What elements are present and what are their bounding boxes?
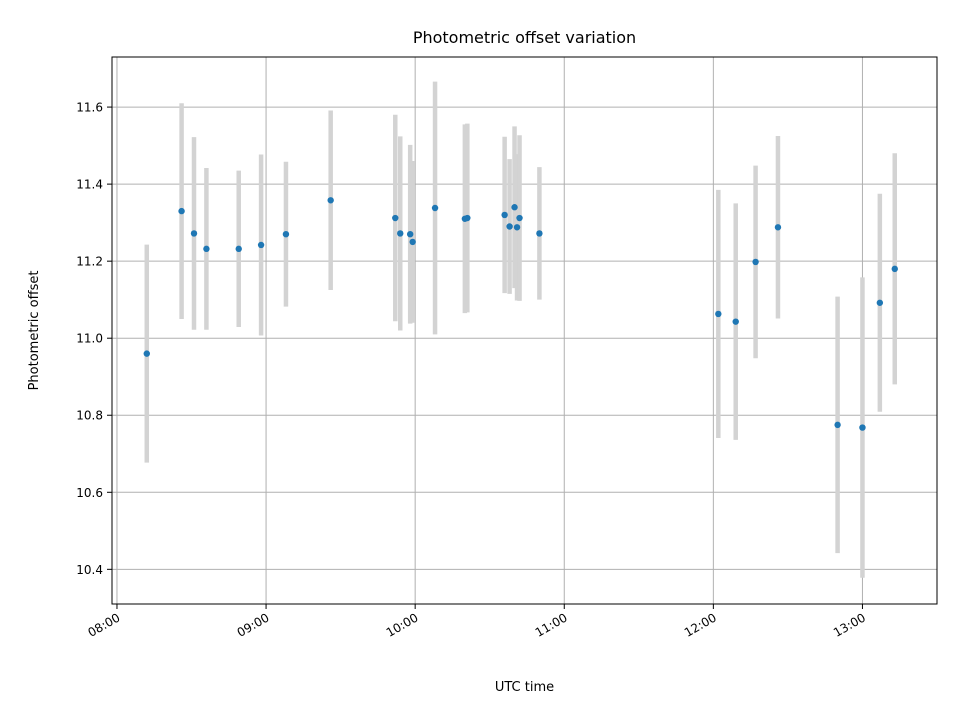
data-point — [891, 265, 898, 273]
y-tick-label: 10.8 — [76, 409, 103, 423]
chart-title: Photometric offset variation — [413, 28, 636, 47]
y-tick-label: 10.6 — [76, 486, 103, 500]
data-point — [715, 310, 722, 318]
y-axis: 10.4 10.6 10.8 11.0 11.2 11.4 11.6 — [76, 101, 112, 577]
data-point — [409, 238, 416, 246]
data-point — [431, 204, 439, 212]
data-point — [876, 299, 884, 306]
data-point — [513, 224, 521, 231]
data-point — [327, 197, 334, 204]
data-point — [178, 207, 185, 215]
data-points — [143, 197, 898, 431]
data-point — [392, 214, 399, 222]
data-point — [774, 224, 782, 231]
y-tick-label: 11.6 — [76, 101, 103, 115]
data-point — [143, 350, 150, 357]
plot-frame — [111, 56, 938, 605]
data-point — [732, 318, 739, 325]
data-point — [536, 230, 543, 237]
data-point — [464, 214, 471, 222]
y-axis-label: Photometric offset — [27, 271, 42, 391]
data-point — [516, 214, 523, 222]
data-point — [834, 421, 841, 429]
data-point — [859, 424, 866, 431]
data-point — [511, 204, 518, 211]
y-tick-label: 11.0 — [76, 332, 103, 346]
x-axis-label: UTC time — [495, 680, 554, 695]
data-point — [203, 245, 210, 253]
data-point — [257, 241, 265, 249]
y-tick-label: 11.4 — [76, 178, 103, 192]
data-point — [752, 258, 759, 266]
data-point — [501, 211, 508, 219]
y-tick-label: 10.4 — [76, 563, 103, 577]
y-tick-label: 11.2 — [76, 255, 103, 269]
data-point — [282, 230, 290, 238]
data-point — [397, 230, 404, 237]
data-point — [190, 230, 198, 237]
data-point — [406, 230, 414, 238]
data-point — [506, 223, 513, 230]
data-point — [235, 245, 242, 253]
